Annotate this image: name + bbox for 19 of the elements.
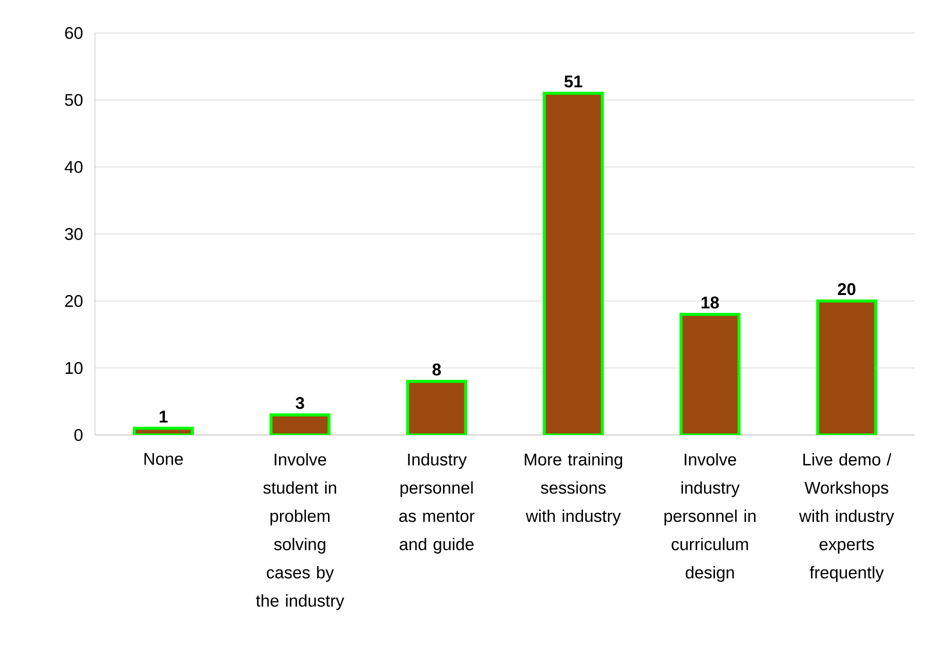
x-tick-label: None [144, 453, 183, 465]
data-label: 18 [702, 296, 719, 309]
y-tick-label: 60 [65, 26, 83, 39]
y-tick-label: 30 [64, 228, 83, 240]
y-tick-label: 50 [65, 94, 83, 106]
y-tick-label: 0 [74, 428, 83, 441]
y-tick-label: 40 [64, 160, 83, 173]
x-tick-label: Live demo / Workshops with industry experts frequently [799, 453, 894, 582]
y-tick-label: 10 [66, 362, 83, 374]
y-tick-label: 20 [65, 294, 83, 307]
data-label: 20 [838, 283, 856, 296]
data-label: 3 [296, 397, 304, 410]
x-tick-label: Involve industry personnel in curriculum design [664, 453, 756, 582]
data-label: 8 [432, 364, 441, 376]
data-label: 1 [160, 410, 168, 422]
x-tick-label: More training sessions with industry [524, 453, 622, 526]
data-label: 51 [564, 76, 582, 88]
x-tick-label: Industry personnel as mentor and guide [399, 453, 475, 554]
x-tick-label: Involve student in problem solving cases by the industry [256, 453, 344, 610]
